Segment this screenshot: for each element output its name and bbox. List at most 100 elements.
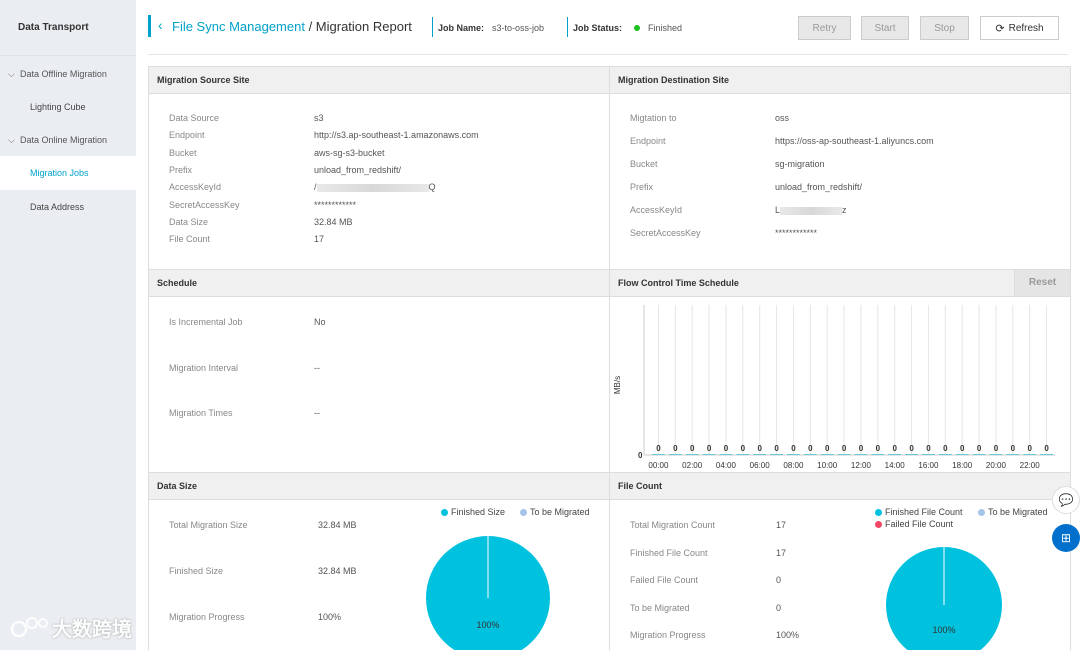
bar-value-label: 0	[825, 444, 830, 453]
kv-key: SecretAccessKey	[630, 228, 701, 238]
sidebar-group-label: Data Online Migration	[20, 135, 108, 145]
kv-value-text: No	[314, 317, 326, 327]
y-tick-label: 0	[638, 451, 643, 460]
kv-value: --	[314, 363, 320, 373]
chevron-down-icon: ⌵	[8, 68, 15, 79]
sidebar-item-lighting-cube[interactable]: Lighting Cube	[30, 102, 86, 112]
kv-value-text: /	[314, 182, 317, 193]
source-panel: Migration Source Site Data Source s3 Endpo…	[148, 66, 610, 270]
legend-swatch	[441, 508, 448, 516]
retry-button[interactable]: Retry	[798, 16, 851, 40]
kv-row: Prefix unload_from_redshift/	[169, 165, 401, 175]
data-size-pie: 100%	[426, 536, 550, 650]
pie-label: 100%	[476, 620, 499, 630]
x-tick-label: 18:00	[952, 461, 973, 470]
kv-key: AccessKeyId	[630, 205, 683, 215]
kv-row: AccessKeyId / Q	[169, 182, 436, 192]
bar-value-label: 0	[1044, 444, 1049, 453]
feedback-icon[interactable]: 💬	[1052, 486, 1080, 514]
flow-control-panel: Flow Control Time Schedule Reset MB/s 0 0 0…	[609, 269, 1071, 473]
kv-value: sg-migration	[775, 159, 825, 169]
sidebar-group-offline[interactable]: ⌵ Data Offline Migration	[0, 58, 136, 90]
kv-row: Is Incremental Job No	[169, 317, 326, 327]
legend-swatch	[875, 508, 882, 516]
sidebar-title: Data Transport	[0, 0, 136, 56]
kv-key: Migration Progress	[630, 630, 706, 640]
kv-row: To be Migrated 0	[630, 603, 781, 613]
bar-value-label: 0	[690, 444, 695, 453]
kv-row: Failed File Count 0	[630, 575, 781, 585]
sidebar-item-data-address[interactable]: Data Address	[30, 202, 85, 212]
kv-key: Failed File Count	[630, 575, 699, 585]
bar-value-label: 0	[808, 444, 813, 453]
kv-key: Bucket	[630, 159, 658, 169]
legend-label: Failed File Count	[885, 519, 954, 529]
kv-row: Total Migration Count 17	[630, 520, 786, 530]
schedule-panel: Schedule Is Incremental Job No Migration I…	[148, 269, 610, 473]
kv-key: Bucket	[169, 147, 197, 158]
legend-swatch	[978, 508, 985, 516]
panel-title: Migration Destination Site	[610, 67, 1070, 94]
kv-key: Total Migration Size	[169, 520, 248, 530]
redacted-value	[316, 183, 429, 192]
apps-icon[interactable]: ⊞	[1052, 524, 1080, 552]
stop-button[interactable]: Stop	[920, 16, 969, 40]
bar-value-label: 0	[892, 444, 897, 453]
kv-value: unload_from_redshift/	[314, 165, 401, 175]
kv-value: 100%	[776, 630, 799, 640]
kv-key: Finished File Count	[630, 547, 708, 558]
legend-item-failed[interactable]: Failed File Count	[875, 519, 953, 529]
kv-row: Bucket sg-migration	[630, 159, 825, 169]
header-divider	[567, 17, 568, 37]
kv-key: Data Source	[169, 113, 220, 123]
kv-key: Prefix	[630, 182, 654, 192]
kv-value: https://oss-ap-southeast-1.aliyuncs.com	[775, 136, 934, 146]
kv-row: Migration Progress 100%	[169, 612, 341, 622]
bar-value-label: 0	[876, 444, 881, 453]
kv-value-text: sg-migration	[775, 159, 825, 169]
legend-item-to-be-migrated[interactable]: To be Migrated	[978, 507, 1048, 517]
kv-value-text: L	[775, 205, 781, 215]
x-tick-label: 12:00	[851, 461, 872, 470]
kv-value-text: oss	[775, 113, 790, 123]
x-tick-label: 22:00	[1020, 461, 1041, 470]
refresh-label: Refresh	[1008, 22, 1044, 34]
kv-row: Endpoint http://s3.ap-southeast-1.amazona…	[169, 130, 479, 141]
legend-swatch	[875, 520, 882, 528]
kv-key: Migration Times	[169, 408, 233, 418]
kv-value-text: --	[314, 408, 320, 418]
legend-item-finished[interactable]: Finished File Count	[875, 507, 963, 517]
panel-title: Data Size	[149, 473, 609, 500]
file-count-panel: File Count Total Migration Count 17 Finish…	[609, 472, 1071, 650]
kv-row: Migration Interval --	[169, 363, 320, 373]
file-count-pie: 100%	[886, 547, 1002, 650]
reset-button[interactable]: Reset	[1014, 270, 1070, 296]
kv-value: unload_from_redshift/	[775, 182, 862, 192]
kv-key: Endpoint	[169, 130, 205, 141]
kv-value: / Q	[314, 182, 436, 192]
back-chevron-icon[interactable]: ‹	[158, 17, 163, 33]
watermark-logo: 大数跨境	[10, 613, 132, 642]
panel-title: Migration Source Site	[149, 67, 609, 94]
kv-key: SecretAccessKey	[169, 199, 240, 210]
kv-value: ************	[775, 228, 817, 238]
sidebar-group-online[interactable]: ⌵ Data Online Migration	[0, 124, 136, 156]
sidebar: Data Transport ⌵ Data Offline Migration …	[0, 0, 136, 650]
kv-row: Total Migration Size 32.84 MB	[169, 520, 357, 530]
bar-value-label: 0	[741, 444, 746, 453]
bar-value-label: 0	[909, 444, 914, 453]
kv-row: SecretAccessKey ************	[630, 228, 817, 238]
kv-value: 32.84 MB	[314, 217, 353, 227]
breadcrumb-link[interactable]: File Sync Management	[172, 19, 305, 34]
kv-value: s3	[314, 113, 324, 123]
kv-key: File Count	[169, 234, 211, 245]
sidebar-item-migration-jobs[interactable]: Migration Jobs	[0, 156, 136, 190]
legend-item-to-be-migrated[interactable]: To be Migrated	[520, 507, 590, 517]
legend-item-finished[interactable]: Finished Size	[441, 507, 505, 517]
start-button[interactable]: Start	[861, 16, 909, 40]
legend-label: To be Migrated	[988, 507, 1048, 517]
refresh-button[interactable]: ⟳ Refresh	[980, 16, 1059, 40]
x-tick-label: 00:00	[648, 461, 669, 470]
kv-value-text: ************	[314, 199, 357, 210]
